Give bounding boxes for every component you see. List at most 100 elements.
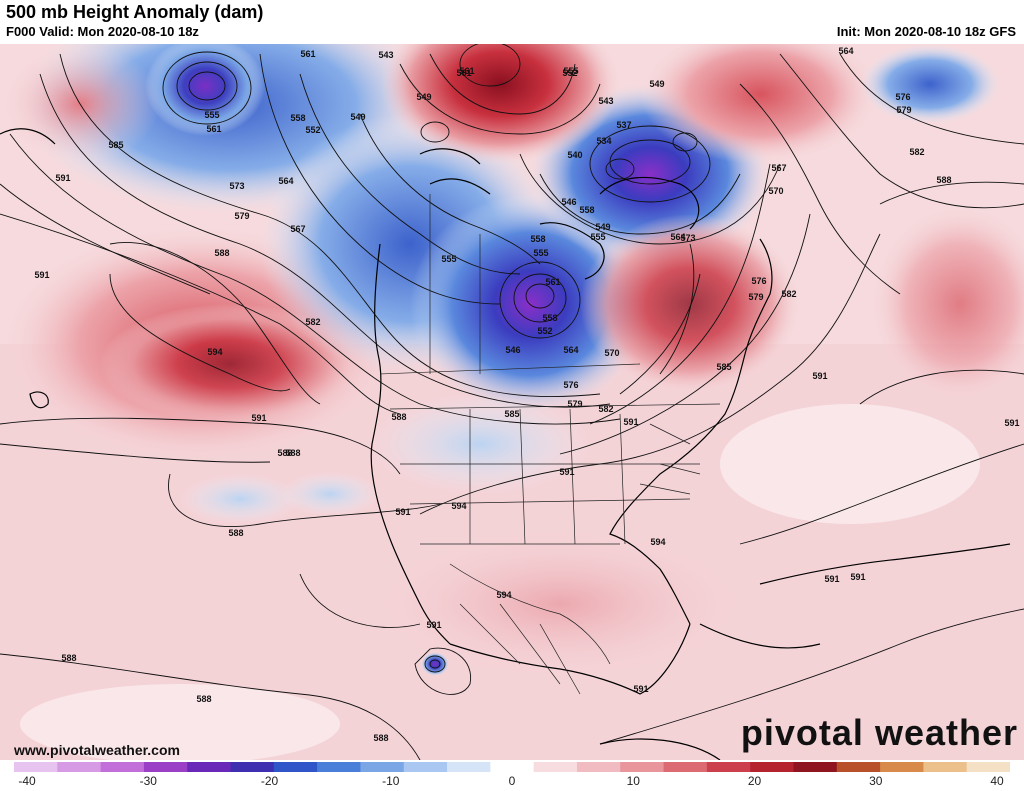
colorbar-swatch: [57, 762, 102, 772]
colorbar-swatch: [923, 762, 968, 772]
contour-label: 564: [563, 345, 578, 355]
contour-label: 564: [670, 232, 685, 242]
contour-label: 543: [598, 96, 613, 106]
header-bar: 500 mb Height Anomaly (dam) F000 Valid: …: [0, 0, 1024, 44]
contour-label: 558: [542, 313, 557, 323]
contour-label: 549: [595, 222, 610, 232]
colorbar-swatch: [663, 762, 708, 772]
contour-label: 549: [649, 79, 664, 89]
contour-label: 579: [234, 211, 249, 221]
contour-label: 591: [55, 173, 70, 183]
contour-label: 579: [567, 399, 582, 409]
contour-label: 588: [196, 694, 211, 704]
contour-label: 537: [616, 120, 631, 130]
colorbar-tick-label: -10: [382, 774, 400, 788]
contour-label: 588: [391, 412, 406, 422]
contour-label: 585: [504, 409, 519, 419]
contour-label: 567: [771, 163, 786, 173]
colorbar-swatch: [447, 762, 491, 772]
contour-label: 564: [838, 46, 853, 56]
contour-label: 555: [563, 66, 578, 76]
init-time: Init: Mon 2020-08-10 18z GFS: [836, 24, 1016, 39]
contour-label: 540: [567, 150, 582, 160]
colorbar: -40 -30 -20 -10 0 10 20 30 40: [0, 760, 1024, 791]
contour-label: 576: [895, 92, 910, 102]
contour-label: 549: [416, 92, 431, 102]
contour-label: 594: [650, 537, 665, 547]
contour-label: 594: [451, 501, 466, 511]
contour-label: 591: [824, 574, 839, 584]
contour-label: 573: [680, 233, 695, 243]
colorbar-swatch: [836, 762, 881, 772]
contour-label: 591: [850, 572, 865, 582]
colorbar-swatch: [403, 762, 448, 772]
contour-label: 534: [596, 136, 611, 146]
contour-label: 594: [496, 590, 511, 600]
colorbar-swatch: [750, 762, 795, 772]
colorbar-tick-label: -30: [139, 774, 157, 788]
colorbar-tick-label: 0: [508, 774, 516, 788]
contour-label: 573: [229, 181, 244, 191]
colorbar-swatch: [533, 762, 578, 772]
contour-label: 588: [373, 733, 388, 743]
contour-label: 588: [285, 448, 300, 458]
contour-labels: 561 543 561 555 561 585 591 573 579 588 591 594 582 5…: [34, 46, 1019, 743]
contour-label: 591: [34, 270, 49, 280]
contour-label: 555: [204, 110, 219, 120]
contour-label: 561: [456, 68, 471, 78]
contour-label: 561: [545, 277, 560, 287]
contour-label: 579: [896, 105, 911, 115]
colorbar-tick-label: 10: [626, 774, 640, 788]
colorbar-tick-label: -20: [260, 774, 279, 788]
colorbar-swatch: [490, 762, 535, 772]
website-url[interactable]: www.pivotalweather.com: [14, 742, 180, 758]
contour-label: 552: [562, 68, 577, 78]
colorbar-swatch: [576, 762, 621, 772]
colorbar-tick-label: 40: [990, 774, 1004, 788]
contour-label: 549: [350, 112, 365, 122]
contour-label: 591: [633, 684, 648, 694]
anomaly-map[interactable]: 561 543 561 555 561 585 591 573 579 588 591 594 582 5…: [0, 44, 1024, 760]
contour-label: 543: [378, 50, 393, 60]
contour-label: 582: [598, 404, 613, 414]
colorbar-swatch: [620, 762, 665, 772]
contour-label: 570: [768, 186, 783, 196]
colorbar-swatch: [793, 762, 838, 772]
contour-label: 552: [537, 326, 552, 336]
contour-label: 558: [579, 205, 594, 215]
contour-label: 582: [781, 289, 796, 299]
contour-label: 576: [751, 276, 766, 286]
contour-label: 561: [459, 66, 474, 76]
colorbar-gradient: [14, 762, 1010, 772]
contour-label: 588: [228, 528, 243, 538]
contour-label: 564: [278, 176, 293, 186]
political-borders: [379, 194, 721, 695]
contour-label: 555: [441, 254, 456, 264]
colorbar-swatch: [143, 762, 188, 772]
colorbar-tick-label: 20: [747, 774, 762, 788]
contour-label: 588: [936, 175, 951, 185]
contour-label: 561: [206, 124, 221, 134]
contour-label: 552: [305, 125, 320, 135]
contour-label: 582: [305, 317, 320, 327]
colorbar-swatch: [706, 762, 751, 772]
contour-label: 546: [561, 197, 576, 207]
colorbar-swatch: [880, 762, 924, 772]
contour-label: 591: [395, 507, 410, 517]
colorbar-swatch: [187, 762, 232, 772]
contour-label: 591: [251, 413, 266, 423]
colorbar-swatch: [273, 762, 318, 772]
contour-label: 591: [426, 620, 441, 630]
contour-label: 594: [207, 347, 222, 357]
contour-label: 558: [290, 113, 305, 123]
contour-label: 591: [812, 371, 827, 381]
colorbar-swatch: [100, 762, 145, 772]
colorbar-swatch: [14, 762, 58, 772]
anomaly-shading: [0, 44, 1024, 760]
colorbar-swatch: [230, 762, 275, 772]
colorbar-tick-label: 30: [869, 774, 883, 788]
colorbar-tick-label: -40: [18, 774, 36, 788]
contour-label: 558: [530, 234, 545, 244]
map-title: 500 mb Height Anomaly (dam): [6, 2, 264, 22]
contour-label: 570: [604, 348, 619, 358]
